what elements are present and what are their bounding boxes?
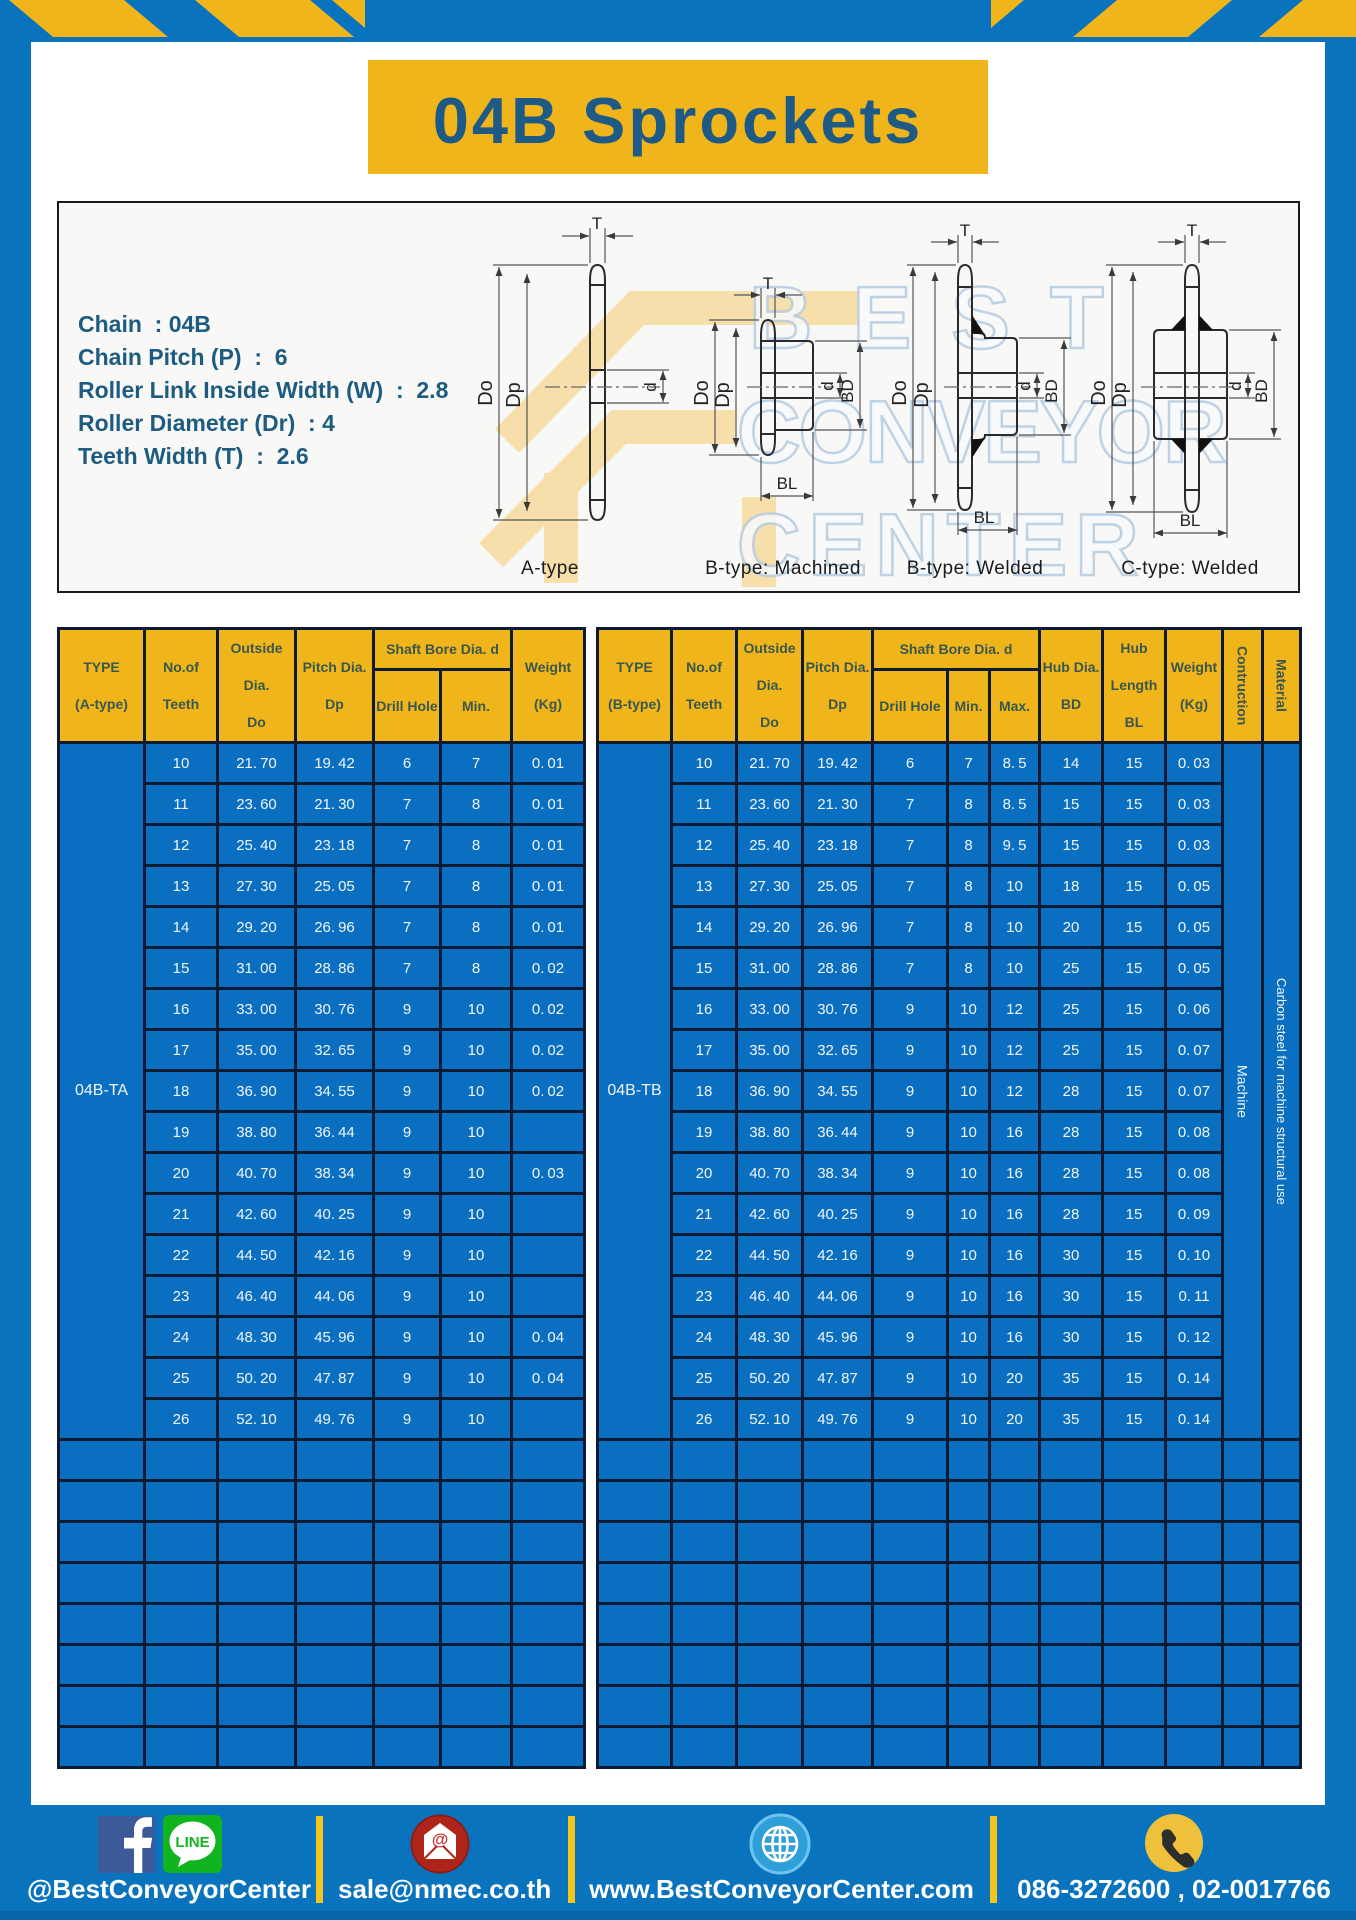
svg-text:Do: Do xyxy=(1088,380,1110,406)
svg-text:T: T xyxy=(592,214,602,233)
svg-text:Do: Do xyxy=(475,380,497,406)
svg-text:Dp: Dp xyxy=(1109,382,1131,408)
svg-text:LINE: LINE xyxy=(175,1834,209,1851)
svg-text:BL: BL xyxy=(974,508,995,527)
svg-text:d: d xyxy=(641,382,660,391)
svg-text:Dp: Dp xyxy=(503,382,525,408)
svg-text:B-type: Machined: B-type: Machined xyxy=(705,558,861,579)
svg-text:d: d xyxy=(1015,381,1034,390)
svg-text:BD: BD xyxy=(1252,379,1271,403)
svg-text:Do: Do xyxy=(889,380,911,406)
svg-text:C-type: Welded: C-type: Welded xyxy=(1121,558,1259,579)
svg-text:A-type: A-type xyxy=(521,558,579,579)
svg-text:B-type: Welded: B-type: Welded xyxy=(907,558,1044,579)
svg-text:Do: Do xyxy=(691,380,713,406)
svg-text:BD: BD xyxy=(838,379,857,403)
svg-text:BL: BL xyxy=(777,474,798,493)
svg-text:CONVEYOR: CONVEYOR xyxy=(737,382,1225,481)
svg-text:Dp: Dp xyxy=(911,382,933,408)
svg-text:T: T xyxy=(763,274,773,293)
svg-text:T: T xyxy=(1187,221,1197,240)
svg-text:BL: BL xyxy=(1180,511,1201,530)
svg-text:Dp: Dp xyxy=(712,382,734,408)
svg-text:d: d xyxy=(1226,381,1245,390)
svg-text:T: T xyxy=(960,221,970,240)
svg-text:BD: BD xyxy=(1042,379,1061,403)
svg-text:d: d xyxy=(818,381,837,390)
svg-text:BEST: BEST xyxy=(749,268,1144,367)
svg-text:@: @ xyxy=(432,1830,449,1849)
